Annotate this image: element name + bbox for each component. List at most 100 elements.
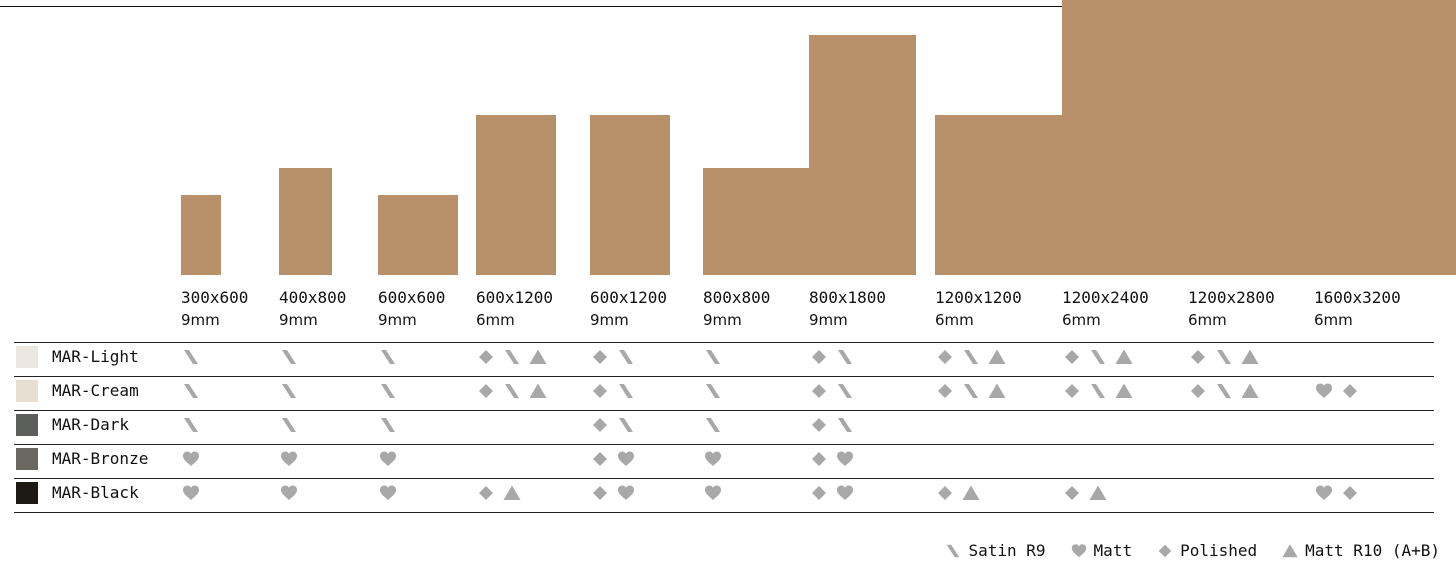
matt-r10-icon [1114,347,1134,367]
material-swatch [16,448,38,470]
finish-cell [181,482,201,504]
size-label: 1200x2800 6mm [1188,287,1275,331]
row-divider [14,512,1434,513]
finish-cell [590,482,636,504]
matt-r10-icon [528,347,548,367]
satin-icon [181,381,201,401]
tile-400x800-9mm [279,168,332,275]
size-dimensions: 800x1800 [809,288,887,307]
polished-icon [1062,483,1082,503]
size-label: 1200x1200 6mm [935,287,1022,331]
finish-cell [378,346,398,368]
size-dimensions: 1200x2800 [1188,288,1275,307]
satin-icon [703,347,723,367]
size-label: 300x600 9mm [181,287,248,331]
finish-cell [279,414,299,436]
matt-r10-icon [1281,542,1299,560]
tile-600x1200-6mm [476,115,556,275]
material-name: MAR-Black [52,483,139,502]
legend-label: Polished [1180,541,1258,560]
finish-cell [279,482,299,504]
matt-r10-icon [1240,381,1260,401]
matt-icon [378,483,398,503]
matt-icon [1314,483,1334,503]
size-thickness: 9mm [181,311,220,329]
matt-icon [279,483,299,503]
size-label: 600x1200 9mm [590,287,667,331]
matt-icon [1314,381,1334,401]
finish-cell [1314,482,1360,504]
size-dimensions: 1600x3200 [1314,288,1401,307]
row-divider [14,376,1434,377]
satin-icon [181,347,201,367]
finish-cell [279,448,299,470]
material-swatch [16,346,38,368]
finish-cell [378,448,398,470]
finish-cell [279,346,299,368]
satin-icon [944,542,962,560]
satin-icon [279,415,299,435]
size-dimensions: 600x600 [378,288,446,307]
polished-icon [1340,483,1360,503]
satin-icon [703,381,723,401]
matt-icon [378,449,398,469]
finish-cell [1314,380,1360,402]
tile-600x1200-9mm [590,115,670,275]
polished-icon [935,381,955,401]
satin-icon [181,415,201,435]
finish-cell [935,346,1007,368]
polished-icon [476,381,496,401]
satin-icon [1214,347,1234,367]
finish-cell [378,380,398,402]
material-swatch [16,380,38,402]
legend-label: Matt R10 (A+B) [1305,541,1440,560]
polished-icon [809,415,829,435]
satin-icon [279,381,299,401]
polished-icon [590,483,610,503]
tile-600x600-9mm [378,195,458,275]
finish-cell [279,380,299,402]
matt-r10-icon [502,483,522,503]
finish-cell [378,482,398,504]
polished-icon [590,347,610,367]
finish-cell [809,346,855,368]
finish-cell [476,346,548,368]
polished-icon [1340,381,1360,401]
size-label: 600x600 9mm [378,287,445,331]
satin-icon [1088,381,1108,401]
size-dimensions: 800x800 [703,288,771,307]
finish-cell [590,448,636,470]
size-thickness: 9mm [378,311,417,329]
finish-cell [1062,346,1134,368]
finish-cell [703,482,723,504]
size-thickness: 9mm [590,311,629,329]
finish-cell [935,380,1007,402]
size-label: 800x1800 9mm [809,287,886,331]
top-rule [0,6,1456,7]
legend: Satin R9 Matt Polished Matt R10 (A+B) [944,540,1440,562]
legend-item-matt-r10: Matt R10 (A+B) [1281,540,1440,562]
legend-item-satin: Satin R9 [944,540,1046,562]
finish-cell [809,380,855,402]
finish-cell [703,346,723,368]
material-swatch [16,414,38,436]
satin-icon [835,347,855,367]
finish-cell [590,380,636,402]
size-thickness: 6mm [476,311,515,329]
matt-icon [616,449,636,469]
matt-r10-icon [1114,381,1134,401]
material-name: MAR-Dark [52,415,130,434]
material-name: MAR-Bronze [52,449,149,468]
satin-icon [1088,347,1108,367]
finish-cell [590,414,636,436]
polished-icon [476,483,496,503]
material-name: MAR-Light [52,347,139,366]
material-name: MAR-Cream [52,381,139,400]
finish-cell [809,414,855,436]
size-thickness: 6mm [1062,311,1101,329]
size-thickness: 6mm [935,311,974,329]
finish-cell [1188,380,1260,402]
matt-r10-icon [961,483,981,503]
satin-icon [378,381,398,401]
polished-icon [935,347,955,367]
